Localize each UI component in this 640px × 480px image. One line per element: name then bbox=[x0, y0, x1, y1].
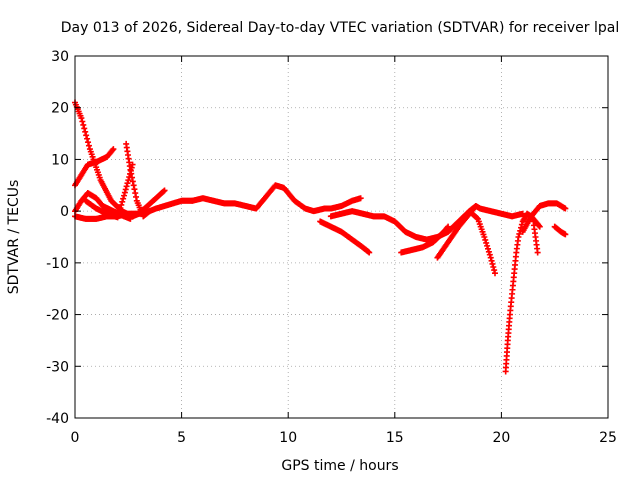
data-point bbox=[536, 223, 543, 230]
data-point bbox=[117, 205, 124, 212]
data-point bbox=[125, 177, 132, 184]
data-point bbox=[444, 224, 451, 231]
data-point bbox=[79, 118, 86, 125]
data-point bbox=[118, 201, 125, 208]
data-point bbox=[115, 211, 122, 218]
data-point bbox=[474, 215, 480, 222]
data-point bbox=[535, 222, 542, 229]
data-point bbox=[490, 263, 497, 270]
data-point bbox=[83, 132, 90, 139]
data-point bbox=[491, 267, 498, 274]
data-marks bbox=[72, 99, 569, 375]
x-tick-label: 20 bbox=[492, 430, 510, 446]
data-point bbox=[122, 186, 129, 193]
data-point bbox=[78, 115, 85, 122]
y-tick-label: -40 bbox=[46, 411, 69, 427]
x-axis-label: GPS time / hours bbox=[281, 458, 398, 474]
data-point bbox=[562, 231, 569, 238]
x-tick-label: 0 bbox=[71, 430, 80, 446]
y-tick-label: 10 bbox=[51, 152, 69, 168]
y-tick-label: -10 bbox=[46, 256, 69, 272]
plot-frame bbox=[74, 55, 609, 419]
data-point bbox=[121, 189, 128, 196]
data-point bbox=[123, 183, 130, 190]
data-point bbox=[80, 121, 87, 128]
data-point bbox=[119, 198, 126, 205]
data-point bbox=[516, 230, 523, 237]
data-point bbox=[482, 236, 489, 243]
y-tick-label: -20 bbox=[46, 308, 69, 324]
data-point bbox=[487, 254, 494, 261]
data-point bbox=[471, 204, 478, 211]
y-tick-label: 0 bbox=[60, 204, 69, 220]
x-tick-label: 5 bbox=[177, 430, 186, 446]
x-tick-label: 25 bbox=[599, 430, 617, 446]
data-point bbox=[82, 128, 89, 135]
data-point bbox=[366, 249, 373, 256]
data-point bbox=[515, 234, 522, 240]
data-point bbox=[110, 146, 117, 153]
data-point bbox=[534, 249, 541, 256]
data-point bbox=[562, 205, 569, 212]
data-point bbox=[81, 125, 88, 132]
data-point bbox=[161, 187, 168, 194]
data-point bbox=[485, 248, 492, 255]
chart-title: Day 013 of 2026, Sidereal Day-to-day VTE… bbox=[61, 20, 619, 36]
data-point bbox=[127, 215, 134, 222]
data-point bbox=[120, 195, 127, 202]
data-point bbox=[481, 234, 488, 240]
data-point bbox=[116, 208, 123, 215]
data-point bbox=[483, 239, 490, 246]
data-point bbox=[124, 180, 131, 187]
data-point bbox=[160, 188, 167, 195]
y-axis-label: SDTVAR / TECUs bbox=[6, 180, 22, 295]
x-tick-label: 15 bbox=[386, 430, 404, 446]
data-point bbox=[85, 142, 92, 149]
y-tick-label: -30 bbox=[46, 359, 69, 375]
data-point bbox=[488, 257, 495, 264]
data-point bbox=[109, 147, 116, 154]
data-point bbox=[114, 214, 121, 221]
data-point bbox=[445, 223, 452, 230]
data-point bbox=[472, 202, 479, 209]
data-point bbox=[85, 139, 92, 146]
data-point bbox=[492, 270, 499, 277]
data-point bbox=[486, 251, 493, 258]
data-point bbox=[484, 242, 491, 249]
ticks: 0 5 10 15 20 25 -40 -30 -20 -10 0 10 20 30 bbox=[46, 49, 617, 446]
data-point bbox=[84, 135, 91, 142]
data-point bbox=[357, 195, 364, 202]
y-tick-label: 30 bbox=[51, 49, 69, 65]
grid bbox=[75, 56, 608, 418]
x-tick-label: 10 bbox=[279, 430, 297, 446]
y-tick-label: 20 bbox=[51, 101, 69, 117]
data-point bbox=[484, 245, 491, 252]
data-point bbox=[489, 260, 496, 267]
data-point bbox=[121, 192, 128, 199]
